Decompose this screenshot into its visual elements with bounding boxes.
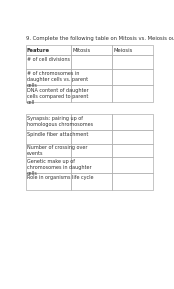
Bar [112,173,153,190]
Bar [72,144,112,157]
Bar [26,69,72,86]
Text: Meiosis: Meiosis [113,47,132,53]
Bar [112,157,153,173]
Text: 9. Complete the following table on Mitosis vs. Meiosis outlining the key differe: 9. Complete the following table on Mitos… [26,36,174,41]
Bar [26,130,72,144]
Text: Role in organisms life cycle: Role in organisms life cycle [27,175,93,180]
Bar [112,45,153,55]
Text: Synapsis: pairing up of
homologous chromosomes: Synapsis: pairing up of homologous chrom… [27,116,93,127]
Bar [72,130,112,144]
Bar [72,86,112,102]
Bar [112,55,153,69]
Bar [112,114,153,130]
Bar [26,173,72,190]
Text: Spindle fiber attachment: Spindle fiber attachment [27,132,88,137]
Bar [72,173,112,190]
Bar [112,130,153,144]
Text: # of cell divisions: # of cell divisions [27,58,70,62]
Bar [26,144,72,157]
Bar [112,69,153,86]
Text: Number of crossing over
events: Number of crossing over events [27,145,87,156]
Bar [72,114,112,130]
Bar [26,45,72,55]
Bar [112,144,153,157]
Text: DNA content of daughter
cells compared to parent
cell: DNA content of daughter cells compared t… [27,88,89,105]
Text: # of chromosomes in
daughter cells vs. parent
cells: # of chromosomes in daughter cells vs. p… [27,71,88,88]
Bar [72,45,112,55]
Bar [72,69,112,86]
Bar [72,157,112,173]
Bar [26,55,72,69]
Bar [26,114,72,130]
Bar [26,86,72,102]
Bar [26,157,72,173]
Text: Feature: Feature [27,47,50,53]
Text: Genetic make up of
chromosomes in daughter
cells: Genetic make up of chromosomes in daught… [27,159,92,176]
Text: Mitosis: Mitosis [73,47,91,53]
Bar [112,86,153,102]
Bar [72,55,112,69]
